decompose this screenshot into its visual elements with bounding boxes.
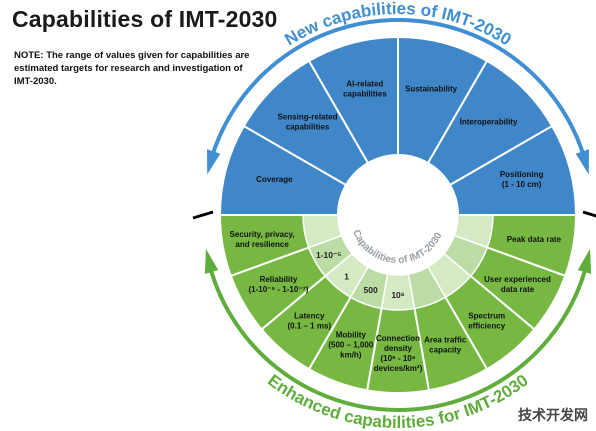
new-capability-label: Coverage <box>256 175 293 184</box>
enhanced-capability-label: Latency (0.1 – 1 ms) <box>288 312 332 331</box>
inner-ring-cell <box>302 214 343 249</box>
new-capabilities-arc <box>206 18 590 169</box>
segment-labels: Coverage Sensing-related capabilities AI-re… <box>230 79 562 373</box>
new-capability-label: Positioning (1 - 10 cm) <box>500 170 544 189</box>
page-title: Capabilities of IMT-2030 <box>12 6 278 32</box>
new-capability-label: Sustainability <box>405 84 458 93</box>
ring-value-label: 10⁶ <box>391 290 404 300</box>
inner-value-ring <box>302 214 494 311</box>
enhanced-capabilities-arc <box>206 258 590 412</box>
new-capability-label: Sensing-related capabilities <box>277 112 337 131</box>
enhanced-capability-label: User experienced data rate <box>484 275 551 294</box>
divider-mark <box>582 210 596 218</box>
arrow-right-icon <box>577 248 592 275</box>
ring-value-label: 1-10⁻⁵ <box>316 250 342 260</box>
enhanced-capability-label: Connection density (10⁶ - 10⁸ devices/km²) <box>374 334 423 373</box>
ring-values: 10⁶ 500 1 1-10⁻⁵ <box>316 250 405 300</box>
ring-value-label: 1 <box>344 271 349 281</box>
watermark: 技术开发网 <box>518 408 588 424</box>
enhanced-capability-label: Spectrum efficiency <box>468 312 505 331</box>
outer-arcs <box>204 18 592 412</box>
arrow-right-icon <box>575 149 589 175</box>
enhanced-capability-label: Security, privacy, and resilience <box>230 230 295 249</box>
enhanced-capability-label: Mobility (500 – 1,000 km/h) <box>328 331 373 360</box>
enhanced-capability-label: Area traffic capacity <box>424 336 467 355</box>
divider-mark <box>192 210 214 220</box>
new-capability-label: Interoperability <box>460 117 518 126</box>
new-capabilities-segments <box>218 35 578 216</box>
ring-value-label: 500 <box>364 285 378 295</box>
enhanced-capability-label: Peak data rate <box>507 235 562 244</box>
arrow-left-icon <box>207 149 221 175</box>
arrow-left-icon <box>204 248 219 275</box>
arc-dividers <box>192 210 596 220</box>
new-capability-label: AI-related capabilities <box>343 79 387 98</box>
center-hub <box>339 156 457 274</box>
enhanced-capability-label: Reliability (1-10⁻⁵ - 1-10⁻⁷) <box>249 275 309 294</box>
note-text: NOTE: The range of values given for capa… <box>14 50 250 87</box>
